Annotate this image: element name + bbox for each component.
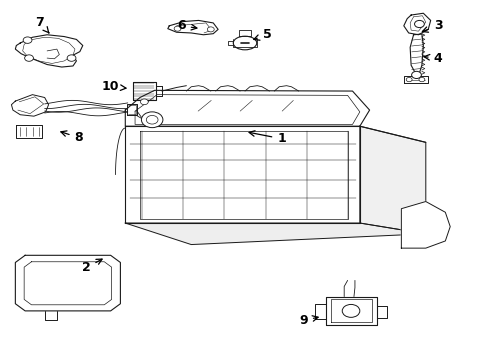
Polygon shape: [404, 13, 431, 35]
Polygon shape: [125, 90, 369, 126]
Polygon shape: [401, 202, 450, 248]
Circle shape: [67, 55, 76, 61]
Polygon shape: [15, 255, 121, 311]
Polygon shape: [125, 126, 360, 223]
Ellipse shape: [233, 36, 257, 50]
Circle shape: [207, 27, 214, 32]
Text: 2: 2: [82, 259, 102, 274]
Polygon shape: [125, 223, 426, 244]
Circle shape: [24, 55, 33, 61]
Circle shape: [23, 37, 32, 43]
Polygon shape: [360, 126, 426, 234]
Circle shape: [141, 99, 148, 105]
Text: 8: 8: [61, 131, 83, 144]
Polygon shape: [11, 95, 49, 116]
Text: 1: 1: [249, 131, 286, 145]
Circle shape: [174, 26, 181, 31]
Text: 3: 3: [422, 19, 442, 32]
Circle shape: [342, 305, 360, 318]
Text: 9: 9: [299, 314, 318, 327]
Circle shape: [406, 77, 412, 82]
Polygon shape: [410, 34, 423, 76]
Text: 10: 10: [102, 80, 126, 93]
Circle shape: [419, 77, 425, 82]
Text: 4: 4: [424, 51, 442, 64]
Circle shape: [412, 71, 421, 78]
Circle shape: [147, 116, 158, 124]
Text: 5: 5: [254, 28, 271, 41]
Text: 6: 6: [177, 19, 197, 32]
Text: 7: 7: [35, 16, 49, 33]
Circle shape: [142, 112, 163, 128]
Circle shape: [415, 21, 424, 28]
Polygon shape: [15, 35, 83, 67]
Polygon shape: [24, 262, 112, 305]
Polygon shape: [168, 21, 218, 35]
